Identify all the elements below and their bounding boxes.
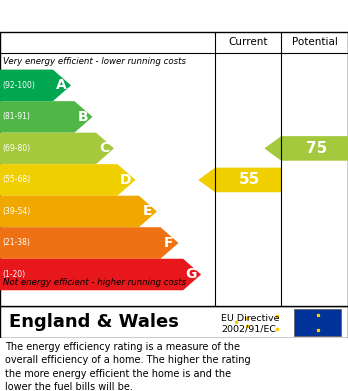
Polygon shape	[0, 196, 157, 227]
Polygon shape	[198, 168, 281, 192]
Text: (69-80): (69-80)	[3, 144, 31, 153]
Text: 2002/91/EC: 2002/91/EC	[221, 324, 276, 333]
Bar	[294, 309, 341, 335]
Text: B: B	[77, 110, 88, 124]
Text: England & Wales: England & Wales	[9, 313, 179, 331]
Text: 55: 55	[239, 172, 260, 187]
Polygon shape	[0, 227, 179, 259]
Text: (39-54): (39-54)	[3, 207, 31, 216]
Polygon shape	[0, 133, 114, 164]
Text: (21-38): (21-38)	[3, 239, 31, 248]
Text: C: C	[99, 142, 109, 155]
Text: Very energy efficient - lower running costs: Very energy efficient - lower running co…	[3, 57, 186, 66]
Text: F: F	[164, 236, 173, 250]
Text: 75: 75	[306, 141, 327, 156]
Text: The energy efficiency rating is a measure of the
overall efficiency of a home. T: The energy efficiency rating is a measur…	[5, 342, 251, 391]
Text: E: E	[142, 204, 152, 219]
Text: Current: Current	[228, 37, 268, 47]
Text: (55-68): (55-68)	[3, 176, 31, 185]
Text: (1-20): (1-20)	[3, 270, 26, 279]
Text: Not energy efficient - higher running costs: Not energy efficient - higher running co…	[3, 278, 186, 287]
Text: (81-91): (81-91)	[3, 112, 31, 121]
Text: A: A	[56, 78, 66, 92]
Polygon shape	[264, 136, 348, 161]
Polygon shape	[0, 70, 71, 101]
Polygon shape	[0, 101, 93, 133]
Polygon shape	[0, 164, 135, 196]
Text: (92-100): (92-100)	[3, 81, 35, 90]
Text: Potential: Potential	[292, 37, 338, 47]
Text: Energy Efficiency Rating: Energy Efficiency Rating	[63, 9, 285, 23]
Text: EU Directive: EU Directive	[221, 314, 279, 323]
Text: D: D	[120, 173, 131, 187]
Polygon shape	[0, 259, 201, 290]
Text: G: G	[185, 267, 197, 282]
